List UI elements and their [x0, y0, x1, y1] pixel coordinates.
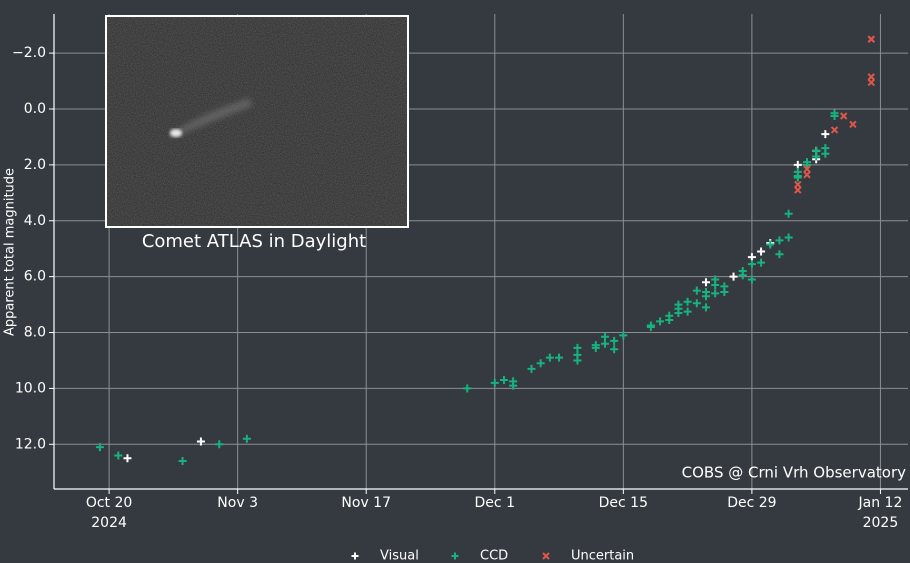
data-point	[802, 158, 811, 167]
data-point	[591, 343, 600, 352]
x-tick-label: Dec 29	[727, 495, 777, 511]
y-tick-label: 0.0	[24, 101, 46, 117]
data-point	[555, 353, 564, 362]
data-point	[573, 343, 582, 352]
data-point	[775, 236, 784, 245]
y-tick-label: 2.0	[24, 157, 46, 173]
y-axis-label: Apparent total magnitude	[3, 168, 18, 336]
data-point	[757, 258, 766, 267]
data-point	[610, 336, 619, 345]
x-tick-label: Nov 3	[217, 495, 258, 511]
inset-photo	[105, 15, 409, 228]
legend-marker	[351, 552, 359, 560]
data-point	[701, 292, 710, 301]
data-point	[610, 345, 619, 354]
data-point	[738, 267, 747, 276]
data-point	[821, 149, 830, 158]
data-point	[665, 315, 674, 324]
y-tick-label: −2.0	[12, 45, 46, 61]
x-tick-label: Nov 17	[341, 495, 391, 511]
data-point	[114, 451, 123, 460]
data-point	[692, 299, 701, 308]
data-point	[794, 180, 802, 189]
data-point	[242, 434, 251, 443]
data-point	[793, 173, 802, 182]
data-point	[178, 457, 187, 466]
data-point	[867, 35, 875, 43]
legend-label: CCD	[480, 549, 508, 563]
data-point	[527, 364, 536, 373]
data-point	[490, 378, 499, 387]
data-point	[123, 454, 132, 463]
data-point	[793, 160, 802, 169]
x-tick-label: Dec 15	[598, 495, 648, 511]
legend-marker	[542, 552, 550, 560]
y-tick-label: 8.0	[24, 325, 46, 341]
data-point	[600, 339, 609, 348]
data-point	[674, 300, 683, 309]
data-point	[747, 253, 756, 262]
comet-head	[170, 129, 182, 137]
data-point	[600, 332, 609, 341]
data-point	[803, 170, 811, 179]
data-point	[729, 272, 738, 281]
x-tick-label: Jan 12 2025	[858, 495, 903, 531]
data-point	[674, 308, 683, 317]
x-tick-label: Dec 1	[474, 495, 515, 511]
data-point	[619, 331, 628, 340]
data-point	[747, 260, 756, 269]
y-tick-label: 4.0	[24, 213, 46, 229]
data-point	[711, 289, 720, 298]
data-point	[499, 376, 508, 385]
legend-marker	[451, 552, 459, 560]
data-point	[830, 126, 839, 134]
data-point	[840, 112, 848, 120]
data-point	[95, 443, 104, 452]
legend-label: Visual	[380, 549, 419, 563]
data-point	[775, 250, 784, 259]
x-tick-label: Oct 20 2024	[85, 495, 133, 531]
data-point	[803, 165, 811, 173]
y-tick-label: 12.0	[15, 436, 46, 452]
data-point	[656, 317, 665, 326]
data-point	[867, 73, 875, 81]
data-point	[784, 209, 793, 218]
data-point	[849, 120, 857, 129]
data-point	[215, 440, 224, 449]
data-point	[821, 130, 830, 139]
data-point	[545, 353, 554, 362]
data-point	[196, 437, 205, 446]
y-tick-label: 6.0	[24, 269, 46, 285]
data-point	[701, 278, 710, 287]
inset-noise	[107, 17, 407, 226]
data-point	[683, 297, 692, 306]
data-point	[766, 240, 775, 249]
data-point	[757, 247, 766, 256]
data-point	[683, 307, 692, 316]
data-point	[646, 322, 655, 331]
data-point	[701, 303, 710, 312]
data-point	[509, 381, 518, 390]
comet-tail	[170, 98, 252, 138]
y-tick-label: 10.0	[15, 380, 46, 396]
data-point	[867, 78, 875, 87]
data-point	[463, 384, 472, 393]
data-point	[812, 152, 821, 161]
legend-label: Uncertain	[571, 549, 634, 563]
data-point	[747, 275, 756, 284]
data-point	[720, 282, 729, 291]
data-point	[794, 186, 802, 194]
data-point	[830, 111, 839, 120]
data-point	[711, 275, 720, 284]
data-point	[536, 359, 545, 368]
inset-caption: Comet ATLAS in Daylight	[142, 231, 366, 252]
data-point	[573, 356, 582, 365]
data-point	[784, 233, 793, 242]
data-point	[692, 286, 701, 295]
annotation: COBS @ Crni Vrh Observatory	[682, 464, 906, 482]
